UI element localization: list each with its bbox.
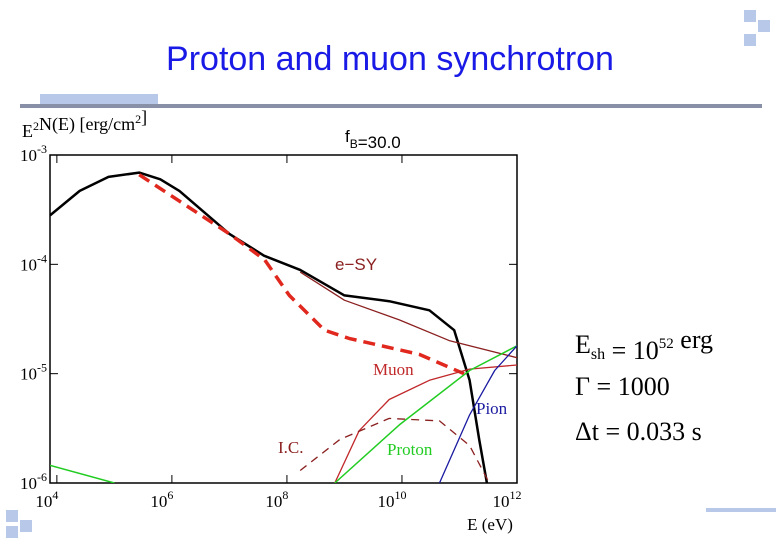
series-label: I.C. <box>278 438 304 457</box>
series-label: Pion <box>476 399 508 418</box>
formula-text: Δt = 0.033 s <box>575 417 702 446</box>
y-tick-label: 10-4 <box>20 251 47 274</box>
y-tick-label: 10-5 <box>20 361 47 384</box>
series-line <box>334 364 517 483</box>
x-tick-label: 1010 <box>377 488 406 511</box>
series-label: e−SY <box>335 255 377 274</box>
series-label: Proton <box>387 440 433 459</box>
decor <box>6 10 776 538</box>
plot-frame <box>49 154 518 484</box>
x-tick-label: 106 <box>150 488 173 511</box>
y-tick-label: 10-3 <box>20 142 47 165</box>
title: Proton and muon synchrotron <box>166 40 614 78</box>
y-axis-label: E2N(E) [erg/cm2] <box>22 107 147 141</box>
series-line <box>299 417 490 483</box>
series-line <box>299 271 517 359</box>
x-axis-label: E (eV) <box>467 515 513 534</box>
subtitle: fB=30.0 <box>345 127 401 152</box>
x-tick-label: 104 <box>35 488 58 511</box>
formula-text: Γ = 1000 <box>575 372 670 401</box>
y-tick-label: 10-6 <box>20 470 47 493</box>
x-tick-label: 1012 <box>493 488 522 511</box>
series-line <box>50 171 489 483</box>
series-line <box>438 345 517 483</box>
x-tick-label: 108 <box>265 488 288 511</box>
plot-area <box>50 171 517 483</box>
series-line <box>138 173 465 376</box>
formula-text: Esh = 1052 erg <box>575 325 713 365</box>
series-line <box>50 345 517 483</box>
formula: Esh = 1052 erg <box>575 325 713 365</box>
series-label: Muon <box>373 360 414 379</box>
